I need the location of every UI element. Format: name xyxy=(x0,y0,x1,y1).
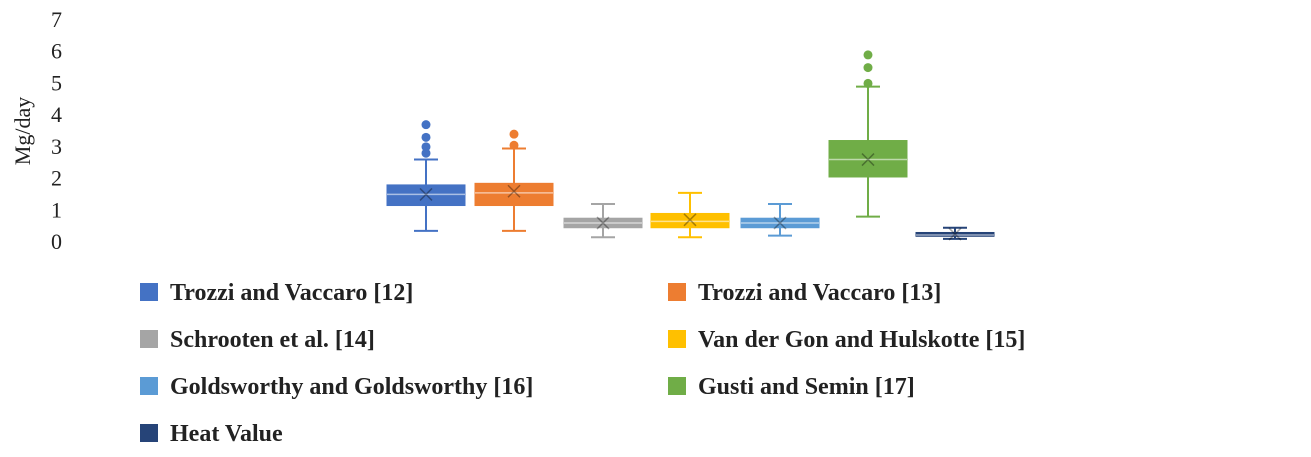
mean-marker xyxy=(419,187,433,201)
legend-label: Goldsworthy and Goldsworthy [16] xyxy=(170,374,533,400)
legend-swatch xyxy=(668,377,686,395)
legend-item: Goldsworthy and Goldsworthy [16] xyxy=(140,374,533,400)
y-tick-label: 1 xyxy=(51,197,62,222)
box-iqr xyxy=(474,182,554,207)
legend-item: Heat Value xyxy=(140,421,283,447)
outlier-point xyxy=(863,50,873,60)
legend-swatch xyxy=(140,377,158,395)
box-7 xyxy=(915,226,995,241)
outlier-point xyxy=(863,78,873,88)
outlier-point xyxy=(509,129,519,139)
outlier-point xyxy=(421,132,431,142)
legend-label: Trozzi and Vaccaro [13] xyxy=(698,280,941,306)
legend-label: Van der Gon and Hulskotte [15] xyxy=(698,327,1025,353)
y-tick-label: 0 xyxy=(51,229,62,254)
box-iqr xyxy=(650,212,730,229)
legend-item: Schrooten et al. [14] xyxy=(140,327,375,353)
legend-item: Van der Gon and Hulskotte [15] xyxy=(668,327,1025,353)
y-tick-label: 3 xyxy=(51,134,62,159)
outlier-point xyxy=(421,148,431,158)
legend-item: Trozzi and Vaccaro [13] xyxy=(668,280,941,306)
legend-label: Gusti and Semin [17] xyxy=(698,374,915,400)
box-6 xyxy=(828,50,908,218)
mean-marker xyxy=(861,153,875,167)
outlier-point xyxy=(863,63,873,73)
box-3 xyxy=(563,202,643,239)
legend-swatch xyxy=(140,330,158,348)
box-iqr xyxy=(386,184,466,207)
legend: Trozzi and Vaccaro [12] Trozzi and Vaccar… xyxy=(140,280,1025,447)
box-2 xyxy=(474,129,554,232)
mean-marker xyxy=(773,216,787,230)
legend-label: Schrooten et al. [14] xyxy=(170,327,375,353)
box-1 xyxy=(386,120,466,232)
mean-marker xyxy=(948,227,962,241)
box-iqr xyxy=(828,140,908,178)
outlier-point xyxy=(421,142,431,152)
box-series xyxy=(386,50,995,241)
box-4 xyxy=(650,191,730,239)
y-tick-label: 4 xyxy=(51,102,62,127)
legend-label: Trozzi and Vaccaro [12] xyxy=(170,280,413,306)
legend-swatch xyxy=(140,424,158,442)
mean-marker xyxy=(683,213,697,227)
legend-item: Trozzi and Vaccaro [12] xyxy=(140,280,413,306)
legend-label: Heat Value xyxy=(170,421,283,447)
y-tick-label: 2 xyxy=(51,166,62,191)
mean-marker xyxy=(596,216,610,230)
outlier-point xyxy=(509,140,519,150)
y-axis: 0 1 2 3 4 5 6 7 xyxy=(51,7,62,254)
y-tick-label: 5 xyxy=(51,70,62,95)
legend-swatch xyxy=(668,330,686,348)
outlier-point xyxy=(421,120,431,130)
y-tick-label: 7 xyxy=(51,7,62,32)
legend-swatch xyxy=(668,283,686,301)
mean-marker xyxy=(507,184,521,198)
box-5 xyxy=(740,202,820,237)
legend-swatch xyxy=(140,283,158,301)
y-tick-label: 6 xyxy=(51,39,62,64)
legend-item: Gusti and Semin [17] xyxy=(668,374,915,400)
y-axis-title: Mg/day xyxy=(10,97,35,165)
